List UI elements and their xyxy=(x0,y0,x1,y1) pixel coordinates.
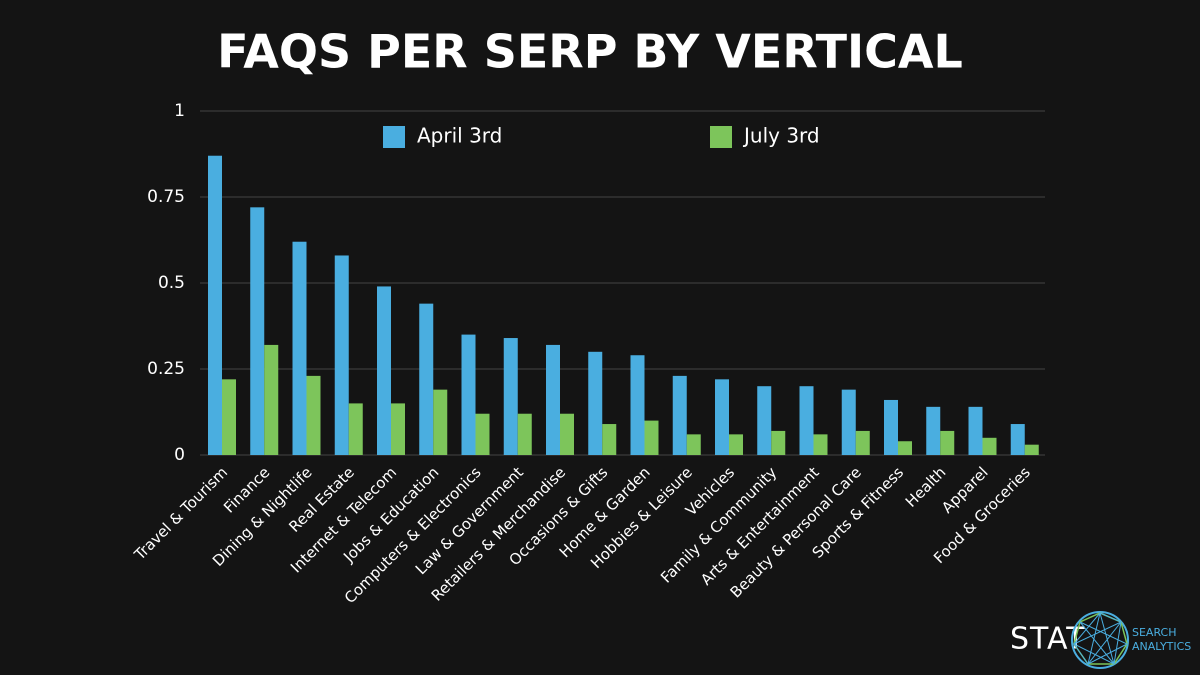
legend-swatch xyxy=(710,126,732,148)
legend-swatch xyxy=(383,126,405,148)
bar xyxy=(729,434,743,455)
bar xyxy=(461,334,476,455)
logo-icon xyxy=(1073,612,1129,665)
bar xyxy=(771,430,786,455)
bar xyxy=(391,403,405,455)
bar xyxy=(602,424,617,455)
y-tick-label: 0.25 xyxy=(147,359,185,379)
bar xyxy=(630,355,645,455)
bar xyxy=(348,403,363,455)
bar xyxy=(433,389,448,455)
bar xyxy=(672,375,687,455)
bar xyxy=(306,375,321,455)
bar xyxy=(855,430,870,455)
bar xyxy=(208,155,222,455)
bar xyxy=(419,303,434,455)
bar xyxy=(940,430,955,455)
bar xyxy=(546,344,560,455)
logo-tagline: SEARCH xyxy=(1132,626,1177,639)
bar xyxy=(982,437,997,455)
y-tick-label: 0.75 xyxy=(147,187,185,207)
bar xyxy=(377,286,391,455)
bar xyxy=(884,399,898,455)
chart-title: FAQS PER SERP BY VERTICAL xyxy=(217,25,963,79)
logo-icon xyxy=(1071,611,1129,669)
bar xyxy=(926,406,941,455)
y-tick-label: 0 xyxy=(174,445,185,465)
legend-label: April 3rd xyxy=(417,124,502,148)
bar xyxy=(292,241,307,455)
bar xyxy=(841,389,856,455)
bar xyxy=(250,207,265,455)
bar xyxy=(517,413,532,455)
legend-label: July 3rd xyxy=(742,124,820,148)
bar xyxy=(264,344,279,455)
bar xyxy=(715,379,729,455)
bar xyxy=(644,420,659,455)
bar xyxy=(813,434,828,455)
bar xyxy=(686,434,701,455)
bar xyxy=(334,255,349,455)
bar xyxy=(560,413,574,455)
bar xyxy=(898,441,912,455)
bar xyxy=(503,338,518,455)
bar xyxy=(799,386,814,455)
logo-tagline: ANALYTICS xyxy=(1132,640,1191,653)
logo-icon xyxy=(1073,612,1128,665)
bar xyxy=(588,351,603,455)
bar xyxy=(475,413,490,455)
bar xyxy=(757,386,772,455)
bar xyxy=(1010,424,1025,455)
bar xyxy=(222,379,236,455)
y-tick-label: 0.5 xyxy=(158,273,185,293)
logo: STAT SEARCH ANALYTICS xyxy=(1010,611,1191,669)
y-tick-label: 1 xyxy=(174,101,185,121)
bar xyxy=(968,406,983,455)
bar xyxy=(1024,444,1039,455)
